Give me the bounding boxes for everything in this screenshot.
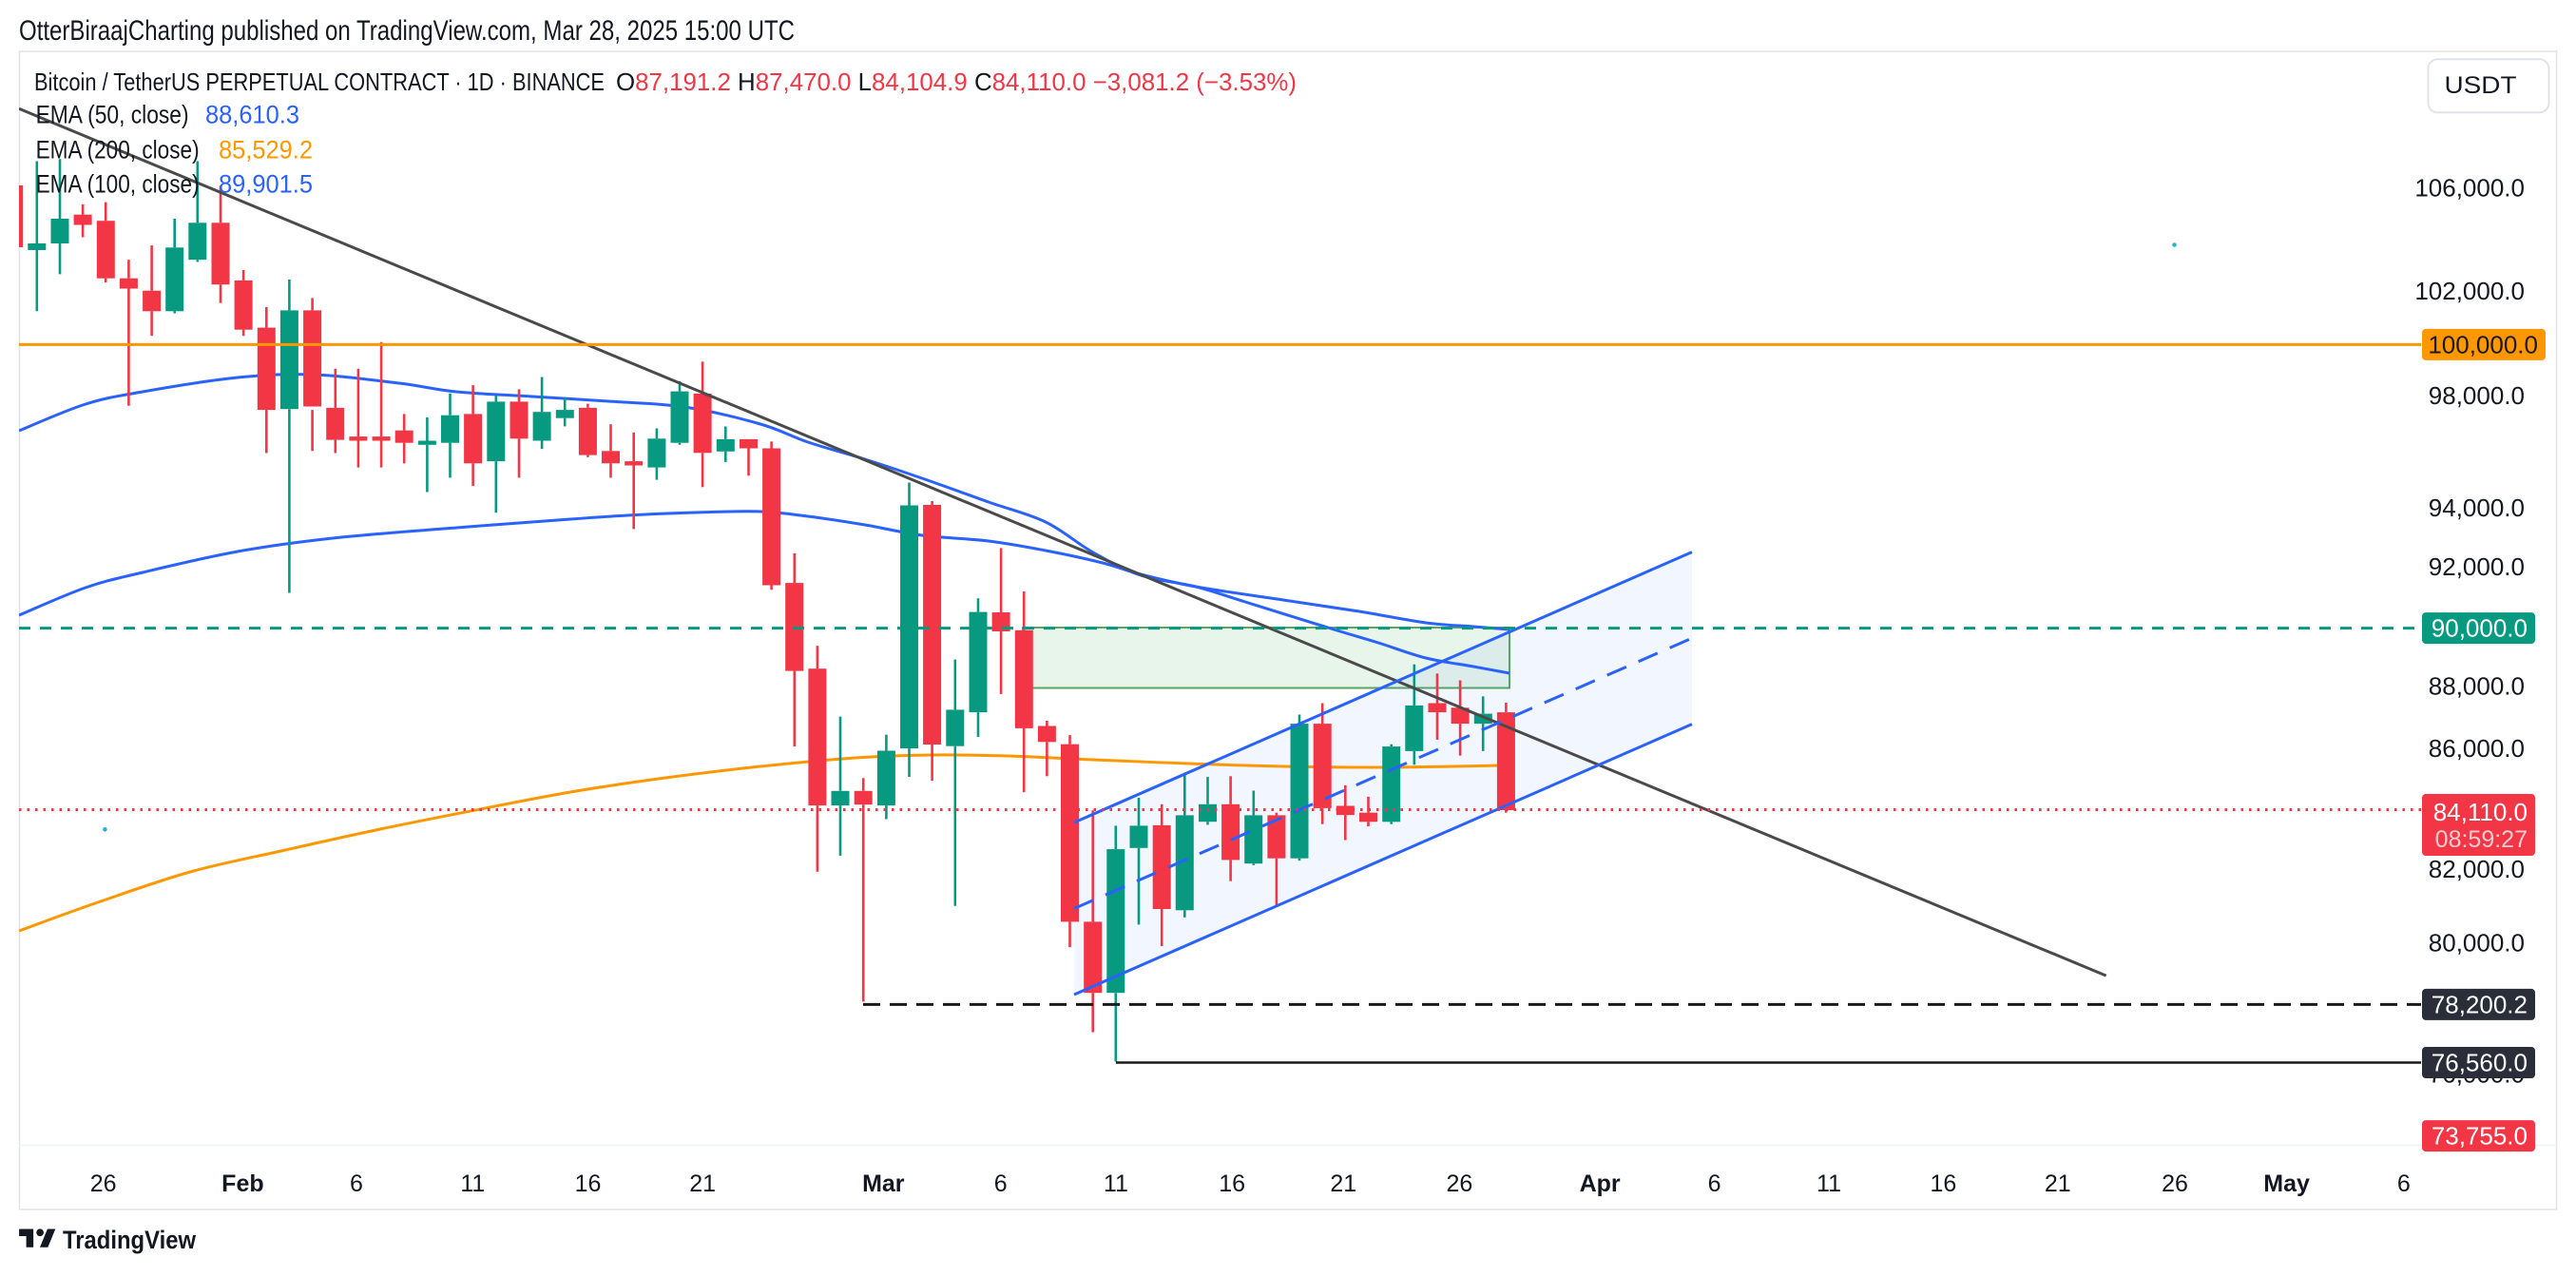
- svg-text:82,000.0: 82,000.0: [2429, 855, 2525, 883]
- svg-text:89,901.5: 89,901.5: [219, 170, 313, 199]
- svg-text:08:59:27: 08:59:27: [2435, 826, 2528, 853]
- svg-text:90,000.0: 90,000.0: [2432, 614, 2528, 643]
- svg-text:84,110.0: 84,110.0: [2433, 798, 2528, 826]
- svg-text:78,200.2: 78,200.2: [2432, 990, 2528, 1018]
- svg-text:21: 21: [1330, 1171, 1356, 1197]
- svg-text:11: 11: [1817, 1171, 1841, 1197]
- svg-text:EMA (200, close): EMA (200, close): [36, 136, 200, 164]
- svg-text:6: 6: [1708, 1171, 1721, 1197]
- svg-text:EMA (50, close): EMA (50, close): [36, 101, 189, 129]
- svg-text:21: 21: [2045, 1171, 2071, 1197]
- svg-text:94,000.0: 94,000.0: [2429, 493, 2525, 522]
- svg-text:98,000.0: 98,000.0: [2429, 381, 2525, 410]
- svg-text:11: 11: [460, 1171, 485, 1197]
- svg-text:Feb: Feb: [221, 1171, 263, 1197]
- svg-text:73,755.0: 73,755.0: [2432, 1122, 2528, 1151]
- svg-text:16: 16: [575, 1171, 602, 1197]
- svg-text:May: May: [2263, 1171, 2310, 1197]
- svg-text:6: 6: [994, 1171, 1008, 1197]
- svg-text:106,000.0: 106,000.0: [2414, 173, 2525, 202]
- svg-text:88,000.0: 88,000.0: [2429, 671, 2525, 700]
- svg-text:85,529.2: 85,529.2: [219, 136, 313, 164]
- svg-text:86,000.0: 86,000.0: [2429, 734, 2525, 763]
- svg-text:6: 6: [350, 1171, 363, 1197]
- svg-text:21: 21: [689, 1171, 716, 1197]
- svg-text:16: 16: [1219, 1171, 1245, 1197]
- svg-text:USDT: USDT: [2445, 72, 2517, 99]
- svg-text:EMA (100, close): EMA (100, close): [36, 170, 200, 199]
- svg-text:102,000.0: 102,000.0: [2414, 277, 2525, 305]
- svg-text:26: 26: [90, 1171, 117, 1197]
- svg-text:100,000.0: 100,000.0: [2428, 330, 2538, 358]
- svg-text:80,000.0: 80,000.0: [2429, 928, 2525, 957]
- svg-text:88,610.3: 88,610.3: [205, 101, 299, 129]
- svg-text:O87,191.2 H87,470.0 L84,104.9: O87,191.2 H87,470.0 L84,104.9 C84,110.0 …: [616, 68, 1297, 96]
- svg-text:OtterBiraajCharting published: OtterBiraajCharting published on Trading…: [19, 15, 795, 47]
- svg-text:26: 26: [2162, 1171, 2188, 1197]
- svg-text:Mar: Mar: [862, 1171, 905, 1197]
- svg-text:6: 6: [2397, 1171, 2411, 1197]
- svg-text:Apr: Apr: [1580, 1171, 1621, 1197]
- svg-text:Bitcoin / TetherUS PERPETUAL C: Bitcoin / TetherUS PERPETUAL CONTRACT · …: [34, 68, 605, 96]
- svg-text:11: 11: [1104, 1171, 1128, 1197]
- svg-text:TradingView: TradingView: [63, 1226, 197, 1254]
- svg-text:16: 16: [1930, 1171, 1956, 1197]
- svg-text:76,560.0: 76,560.0: [2432, 1049, 2528, 1077]
- svg-text:26: 26: [1446, 1171, 1472, 1197]
- svg-text:92,000.0: 92,000.0: [2429, 552, 2525, 581]
